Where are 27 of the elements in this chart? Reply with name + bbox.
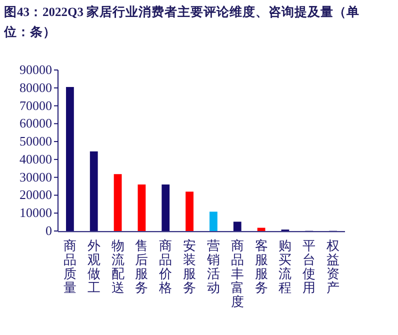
x-tick-label: 售后服务 <box>135 238 148 295</box>
x-tick-label: 权益资产 <box>326 238 340 295</box>
y-tick-label: 60000 <box>20 116 52 131</box>
chart-title: 图43：2022Q3 家居行业消费者主要评论维度、咨询提及量（单位：条） <box>4 4 361 41</box>
y-tick-label: 20000 <box>20 187 52 202</box>
x-tick-label: 安装服务 <box>183 238 196 295</box>
y-tick-label: 80000 <box>20 80 52 95</box>
y-tick-label: 10000 <box>20 205 52 220</box>
y-tick-label: 90000 <box>20 62 52 77</box>
x-tick-label: 购买流程 <box>278 238 292 295</box>
bar <box>186 192 194 231</box>
bar <box>210 212 218 231</box>
x-tick-label: 营销活动 <box>206 238 220 295</box>
y-tick-label: 70000 <box>20 98 52 113</box>
y-tick-label: 40000 <box>20 151 52 166</box>
x-tick-label: 客服服务 <box>254 238 268 295</box>
x-tick-label: 商品丰富度 <box>230 238 244 309</box>
bar <box>114 174 122 231</box>
x-tick-label: 外观做工 <box>87 238 100 295</box>
y-tick-label: 0 <box>46 223 52 238</box>
x-tick-label: 物流配送 <box>111 238 124 295</box>
x-tick-label: 商品质量 <box>63 238 76 295</box>
y-tick-label: 50000 <box>20 134 52 149</box>
bar <box>138 184 146 231</box>
y-tick-label: 30000 <box>20 169 52 184</box>
x-tick-label: 平台使用 <box>302 238 316 295</box>
x-tick-label: 商品价格 <box>158 238 172 295</box>
